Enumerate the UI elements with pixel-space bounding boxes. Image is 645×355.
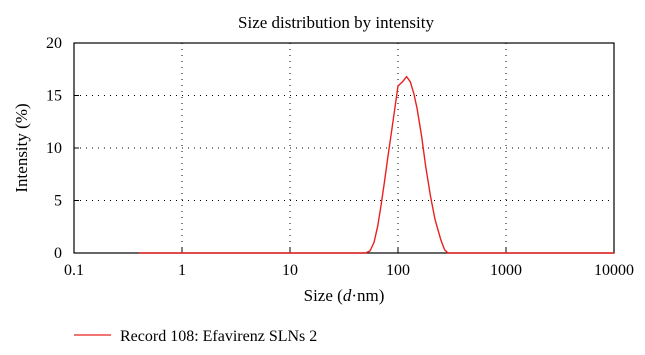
x-tick-label: 100 <box>386 262 410 279</box>
legend: Record 108: Efavirenz SLNs 2 <box>74 328 317 345</box>
chart-title: Size distribution by intensity <box>238 13 434 32</box>
x-tick-label: 10000 <box>594 262 634 279</box>
x-tick-label: 0.1 <box>64 262 84 279</box>
x-tick-label: 1 <box>178 262 186 279</box>
y-tick-label: 20 <box>46 35 62 52</box>
x-tick-label: 10 <box>282 262 298 279</box>
y-tick-label: 5 <box>54 193 62 210</box>
x-axis-label-italic: d <box>343 286 352 305</box>
series-group <box>139 75 614 254</box>
series-line <box>139 75 614 254</box>
x-axis-label-prefix: Size ( <box>304 286 344 305</box>
x-axis-label-suffix: ·nm) <box>351 286 384 305</box>
grid <box>74 43 614 253</box>
axis-ticks: 0.1 1 10 100 1000 10000 0 5 10 15 20 <box>46 35 634 279</box>
y-axis-label: Intensity (%) <box>12 103 31 192</box>
x-axis-label: Size (d·nm) <box>304 286 385 305</box>
y-tick-label: 0 <box>54 245 62 262</box>
x-tick-label: 1000 <box>490 262 522 279</box>
y-tick-label: 10 <box>46 140 62 157</box>
y-tick-label: 15 <box>46 88 62 105</box>
legend-label: Record 108: Efavirenz SLNs 2 <box>120 328 317 345</box>
